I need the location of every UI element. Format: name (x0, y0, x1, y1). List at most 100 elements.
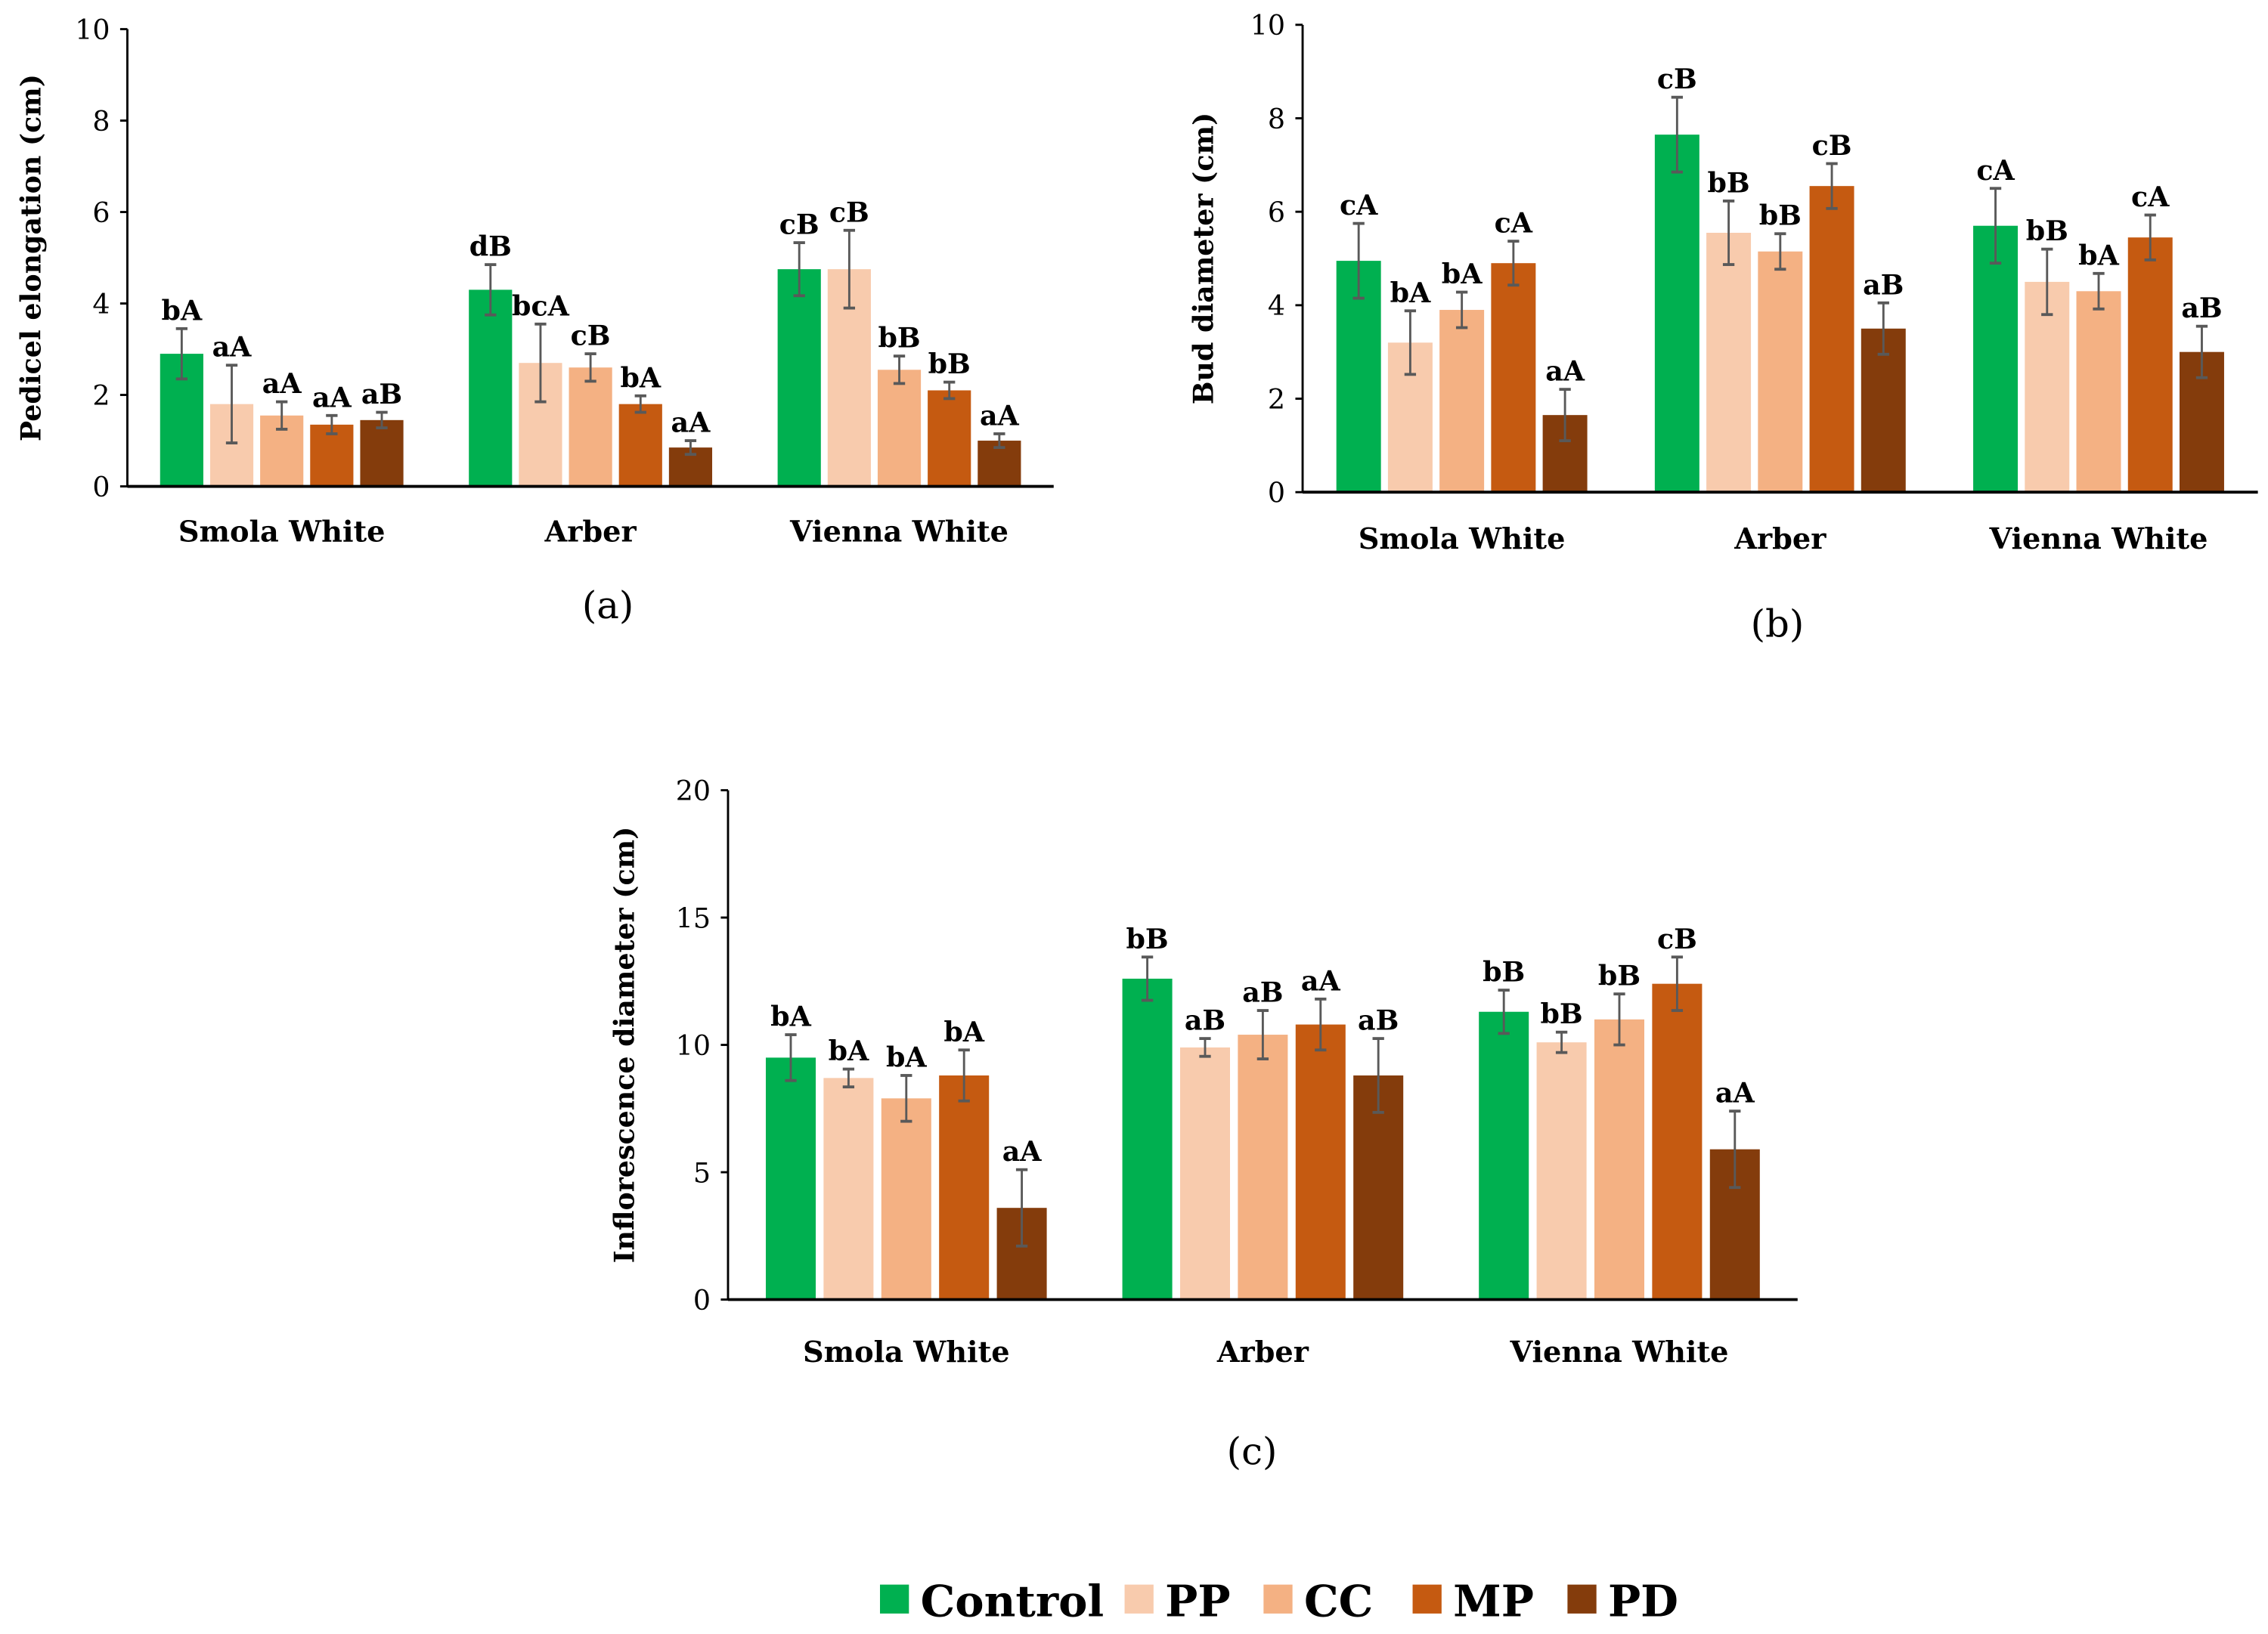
y-tick-label: 2 (1268, 383, 1285, 416)
bar-mp (1652, 983, 1703, 1300)
y-tick-label: 6 (92, 197, 110, 229)
bar-control (765, 1057, 816, 1300)
bar-cc (1238, 1035, 1288, 1300)
significance-label: dB (469, 231, 512, 263)
significance-label: bB (1598, 960, 1641, 992)
significance-label: bA (162, 294, 203, 326)
legend-label: PP (1165, 1576, 1230, 1627)
significance-label: cA (2131, 181, 2170, 213)
significance-label: bA (620, 361, 661, 394)
bar-pp (1536, 1042, 1587, 1300)
bar-mp (1809, 186, 1854, 493)
legend-label: PD (1608, 1576, 1678, 1627)
bar-mp (618, 404, 662, 487)
y-tick-label: 0 (1268, 477, 1285, 509)
y-tick-label: 6 (1268, 197, 1285, 229)
significance-label: bB (878, 322, 920, 354)
significance-label: bA (829, 1035, 869, 1067)
panel-label: (c) (1227, 1430, 1278, 1474)
bar-cc (1439, 310, 1485, 493)
significance-label: bA (770, 1001, 811, 1033)
category-label: Smola White (803, 1335, 1010, 1369)
significance-label: cB (779, 209, 820, 241)
panel-label: (a) (582, 583, 634, 627)
significance-label: bB (1483, 956, 1525, 989)
bar-cc (569, 367, 612, 487)
category-label: Arber (1734, 522, 1826, 556)
significance-label: aA (1301, 964, 1341, 997)
category-label: Vienna White (1509, 1335, 1728, 1369)
bar-cc (2076, 291, 2121, 493)
category-label: Smola White (1359, 522, 1566, 556)
legend-label: MP (1453, 1576, 1534, 1627)
y-tick-label: 4 (92, 288, 110, 320)
significance-label: aA (1715, 1077, 1755, 1109)
bar-control (777, 269, 821, 487)
significance-label: aA (312, 381, 352, 413)
significance-label: cB (1657, 63, 1697, 95)
bar-mp (928, 390, 971, 487)
y-tick-label: 15 (676, 902, 711, 934)
chart-c-inflorescence-diameter: 0 5 10 15 20 Inflorescence diameter (cm) Smola… (609, 775, 1798, 1474)
significance-label: bB (1708, 166, 1750, 199)
significance-label: bB (2026, 215, 2068, 247)
y-tick-label: 0 (693, 1284, 711, 1317)
bar-mp (1491, 263, 1536, 493)
y-tick-label: 8 (1268, 103, 1285, 135)
category-label: Arber (544, 515, 637, 549)
legend-swatch-pp (1124, 1584, 1154, 1614)
y-tick-label: 5 (693, 1156, 711, 1189)
bar-cc (1758, 251, 1803, 493)
bar-mp (2127, 237, 2173, 493)
significance-label: aB (2181, 292, 2222, 324)
legend-swatch-cc (1263, 1584, 1293, 1614)
significance-label: cB (1657, 923, 1697, 955)
bar-pp (2025, 281, 2070, 493)
bar-cc (877, 370, 922, 487)
y-tick-label: 10 (676, 1029, 711, 1062)
bar-control (469, 289, 513, 487)
y-tick-label: 4 (1268, 289, 1285, 322)
significance-label: bcA (512, 289, 570, 322)
significance-label: bA (1442, 258, 1483, 290)
significance-label: bA (1390, 277, 1431, 309)
significance-label: cB (829, 196, 869, 228)
legend-swatch-control (880, 1584, 909, 1614)
category-label: Arber (1216, 1335, 1309, 1369)
significance-label: aB (1863, 268, 1904, 301)
significance-label: cB (1812, 129, 1852, 162)
significance-label: bA (2078, 239, 2119, 271)
significance-label: aA (1545, 355, 1585, 388)
bar-pd (1861, 328, 1906, 493)
y-tick-label: 0 (92, 471, 110, 503)
y-tick-label: 10 (75, 14, 110, 46)
y-axis-label: Bud diameter (cm) (1187, 113, 1219, 404)
y-tick-label: 10 (1250, 9, 1285, 42)
y-tick-label: 8 (92, 105, 110, 138)
significance-label: aA (212, 331, 253, 364)
y-tick-label: 20 (676, 775, 711, 807)
bar-pp (823, 1078, 874, 1300)
chart-b-bud-diameter: 0 2 4 6 8 10 Bud diameter (cm) Smola White cA bA b… (1187, 9, 2258, 646)
significance-label: aB (1358, 1004, 1399, 1037)
significance-label: aA (980, 399, 1020, 432)
panel-label: (b) (1751, 602, 1805, 646)
legend-label: Control (921, 1576, 1105, 1627)
significance-label: aA (671, 407, 711, 439)
legend: Control PP CC MP PD (880, 1576, 1678, 1627)
significance-label: aA (262, 367, 302, 400)
y-axis-label: Pedicel elongation (cm) (15, 74, 48, 441)
significance-label: aB (1242, 976, 1283, 1009)
significance-label: bB (1541, 998, 1583, 1030)
y-tick-label: 2 (92, 379, 110, 412)
legend-swatch-mp (1412, 1584, 1442, 1614)
bar-pp (1706, 232, 1752, 493)
significance-label: aB (1185, 1004, 1225, 1037)
bar-control (1654, 135, 1699, 493)
significance-label: bB (1126, 923, 1169, 955)
category-label: Vienna White (1988, 522, 2208, 556)
bar-control (1479, 1011, 1529, 1300)
bar-control (1122, 978, 1173, 1300)
significance-label: cB (571, 320, 611, 352)
